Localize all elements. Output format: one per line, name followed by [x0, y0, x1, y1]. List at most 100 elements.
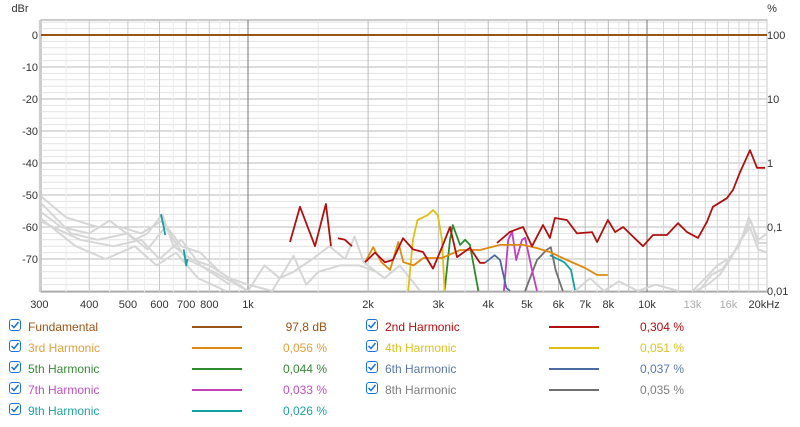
fundamental-checkbox[interactable]	[9, 319, 21, 331]
legend-item-6th-harmonic: 6th Harmonic 0,037 %	[366, 360, 706, 378]
legend-value: 0,026 %	[282, 404, 327, 418]
trace-9th-harmonic	[182, 249, 189, 267]
x-tick-label: 6k	[553, 299, 565, 310]
6th-harmonic-checkbox[interactable]	[366, 361, 378, 373]
legend-value: 97,8 dB	[285, 320, 327, 334]
legend-swatch	[192, 347, 242, 349]
trace-3rd-harmonic	[364, 241, 608, 276]
y-tick-label-right: 0,1	[767, 222, 782, 234]
trace-2nd-harmonic	[364, 226, 485, 270]
legend-label: 5th Harmonic	[28, 362, 100, 376]
y-tick-label-left: -10	[22, 62, 38, 74]
legend-item-7th-harmonic: 7th Harmonic 0,033 %	[9, 381, 349, 399]
trace-8th-harmonic	[524, 246, 564, 292]
legend-value: 0,051 %	[639, 341, 684, 355]
checkmark-icon	[10, 342, 20, 350]
x-tick-label: 800	[200, 299, 218, 310]
trace-7th-harmonic	[503, 230, 538, 292]
legend-swatch	[192, 368, 242, 370]
x-tick-label: 700	[177, 299, 195, 310]
x-tick-label: 10k	[638, 299, 656, 310]
8th-harmonic-checkbox[interactable]	[366, 382, 378, 394]
legend-item-8th-harmonic: 8th Harmonic 0,035 %	[366, 381, 706, 399]
legend-label: 3rd Harmonic	[28, 341, 101, 355]
legend-swatch	[192, 326, 242, 328]
legend-value: 0,056 %	[282, 341, 327, 355]
background-trace	[247, 235, 421, 292]
x-tick-label: 600	[150, 299, 168, 310]
background-trace	[694, 226, 767, 292]
legend-value: 0,044 %	[282, 362, 327, 376]
trace-2nd-harmonic	[337, 237, 353, 247]
checkmark-icon	[367, 363, 377, 371]
checkmark-icon	[367, 384, 377, 392]
trace-9th-harmonic	[160, 214, 167, 236]
x-tick-label: 500	[119, 299, 137, 310]
trace-2nd-harmonic	[496, 149, 766, 248]
legend-swatch	[192, 410, 242, 412]
legend-label: 6th Harmonic	[385, 362, 457, 376]
y-tick-label-right: 0,01	[767, 286, 788, 298]
legend-label: Fundamental	[28, 320, 99, 334]
background-trace	[41, 220, 231, 286]
legend-label: 4th Harmonic	[385, 341, 457, 355]
background-trace	[41, 210, 249, 286]
7th-harmonic-checkbox[interactable]	[9, 382, 21, 394]
y-tick-label-left: 0	[32, 30, 38, 42]
legend-swatch	[192, 389, 242, 391]
legend-value: 0,033 %	[282, 383, 327, 397]
x-tick-label: 4k	[482, 299, 494, 310]
legend-item-2nd-harmonic: 2nd Harmonic 0,304 %	[366, 318, 706, 336]
distortion-chart: dBr % 0 -10 -20 -30 -40 -50 -60 -70 100 10 1 0,1 0,01 3…	[11, 3, 788, 310]
y-tick-label-left: -70	[22, 254, 38, 266]
x-tick-label: 7k	[579, 299, 591, 310]
x-tick-label: 5k	[521, 299, 533, 310]
trace-4th-harmonic	[407, 209, 446, 292]
legend-item-5th-harmonic: 5th Harmonic 0,044 %	[9, 360, 349, 378]
background-trace	[574, 277, 679, 292]
legend-value: 0,304 %	[639, 320, 684, 334]
checkmark-icon	[10, 405, 20, 413]
9th-harmonic-checkbox[interactable]	[9, 403, 21, 415]
checkmark-icon	[10, 321, 20, 329]
legend-swatch	[549, 389, 599, 391]
background-trace	[41, 217, 227, 292]
4th-harmonic-checkbox[interactable]	[366, 340, 378, 352]
legend-label: 8th Harmonic	[385, 383, 457, 397]
y-axis-label-right: %	[767, 3, 777, 15]
background-trace	[247, 254, 377, 292]
5th-harmonic-checkbox[interactable]	[9, 361, 21, 373]
trace-2nd-harmonic	[289, 203, 332, 248]
legend-item-4th-harmonic: 4th Harmonic 0,051 %	[366, 339, 706, 357]
legend-label: 9th Harmonic	[28, 404, 100, 418]
y-tick-label-right: 100	[767, 30, 785, 42]
2nd-harmonic-checkbox[interactable]	[366, 319, 378, 331]
y-tick-label-left: -40	[22, 158, 38, 170]
checkmark-icon	[10, 384, 20, 392]
y-tick-label-right: 1	[767, 158, 773, 170]
y-tick-label-right: 10	[767, 94, 779, 106]
x-tick-label: 16k	[720, 299, 738, 310]
y-tick-label-left: -60	[22, 222, 38, 234]
legend-item-9th-harmonic: 9th Harmonic 0,026 %	[9, 402, 349, 420]
legend-item-3rd-harmonic: 3rd Harmonic 0,056 %	[9, 339, 349, 357]
3rd-harmonic-checkbox[interactable]	[9, 340, 21, 352]
traces	[41, 34, 767, 292]
legend-swatch	[549, 368, 599, 370]
trace-6th-harmonic	[484, 254, 511, 292]
legend-label: 2nd Harmonic	[385, 320, 460, 334]
x-tick-label: 300	[30, 299, 48, 310]
legend-label: 7th Harmonic	[28, 383, 100, 397]
checkmark-icon	[10, 363, 20, 371]
trace-5th-harmonic	[443, 224, 480, 292]
x-tick-label: 400	[80, 299, 98, 310]
legend-value: 0,035 %	[639, 383, 684, 397]
legend-swatch	[549, 347, 599, 349]
checkmark-icon	[367, 342, 377, 350]
x-tick-label: 1k	[242, 299, 254, 310]
x-tick-label: 13k	[684, 299, 702, 310]
x-tick-label: 20kHz	[749, 299, 780, 310]
y-tick-label-left: -50	[22, 190, 38, 202]
x-tick-label: 2k	[362, 299, 374, 310]
background-trace	[41, 195, 249, 292]
